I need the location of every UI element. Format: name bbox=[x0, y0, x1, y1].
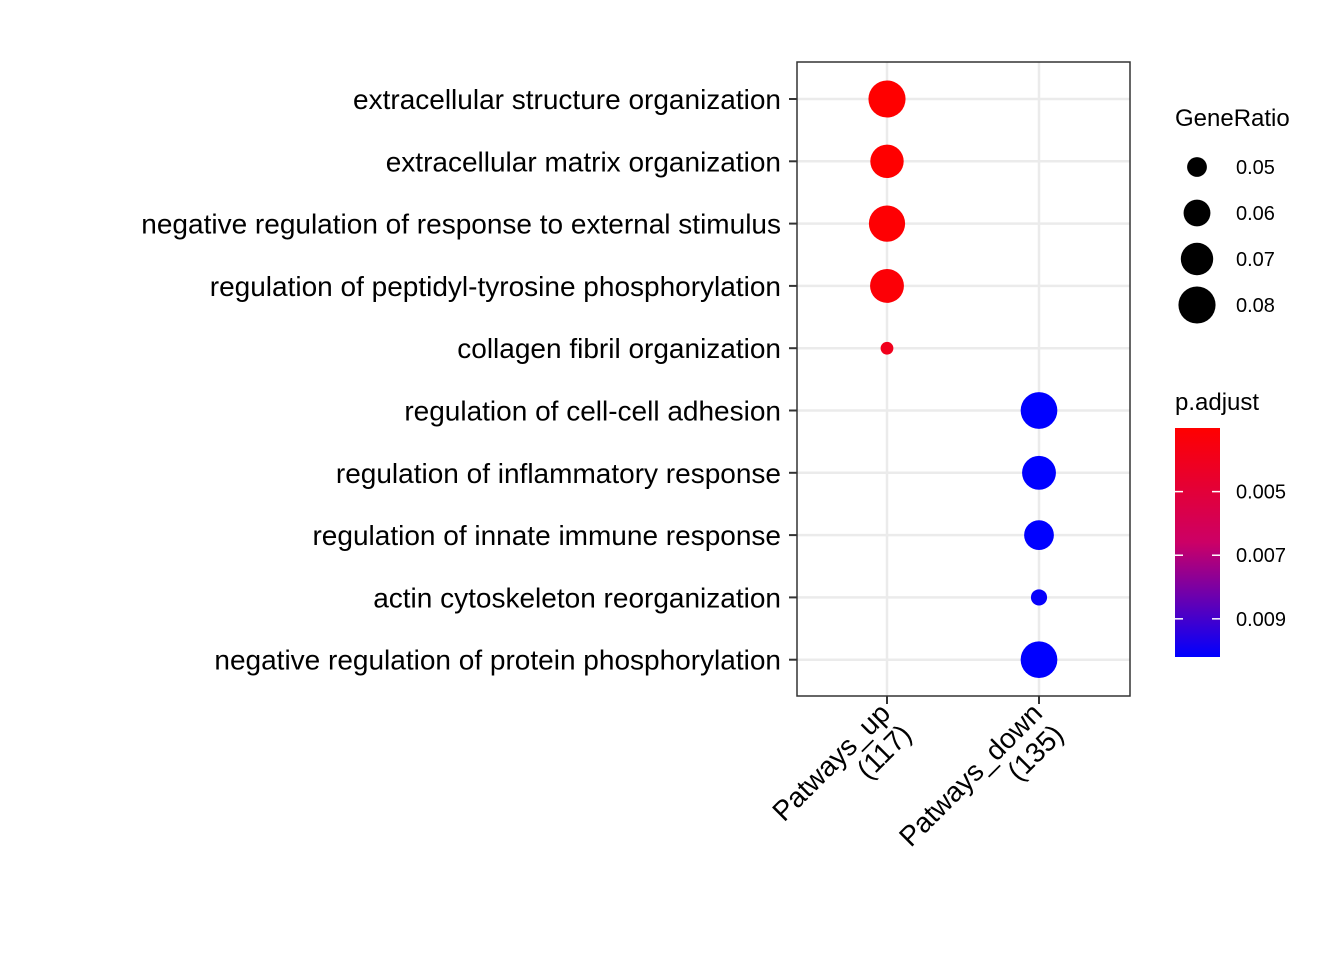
data-point bbox=[1024, 520, 1054, 550]
y-tick-label: collagen fibril organization bbox=[457, 333, 781, 364]
x-tick-label: Patways_up(117) bbox=[766, 697, 917, 827]
size-legend-key bbox=[1180, 242, 1214, 276]
color-bar bbox=[1175, 428, 1220, 657]
size-legend-title: GeneRatio bbox=[1175, 105, 1290, 132]
data-point bbox=[880, 341, 894, 355]
y-tick-label: negative regulation of response to exter… bbox=[141, 209, 781, 240]
x-tick-label: Patways_down(135) bbox=[893, 697, 1069, 852]
y-tick-label: regulation of inflammatory response bbox=[336, 458, 781, 489]
color-legend-title: p.adjust bbox=[1175, 389, 1259, 416]
panel-background bbox=[797, 62, 1130, 696]
y-tick-label: regulation of peptidyl-tyrosine phosphor… bbox=[210, 271, 781, 302]
data-point bbox=[1022, 455, 1056, 490]
panel-border bbox=[796, 61, 1131, 697]
size-legend-key bbox=[1178, 286, 1216, 324]
y-tick-label: regulation of innate immune response bbox=[312, 520, 781, 551]
legend-area: GeneRatio 0.05 0.06 0.07 0.08 p.adjust 0.005 0.… bbox=[1175, 105, 1290, 657]
y-tick-label: actin cytoskeleton reorganization bbox=[373, 582, 781, 613]
data-point bbox=[868, 80, 906, 118]
data-point bbox=[870, 144, 904, 178]
color-legend-label: 0.009 bbox=[1236, 609, 1286, 631]
data-point bbox=[868, 205, 906, 242]
y-tick-label: extracellular structure organization bbox=[353, 84, 781, 115]
data-point bbox=[870, 268, 904, 303]
color-legend-label: 0.005 bbox=[1236, 482, 1286, 504]
size-legend-key bbox=[1187, 157, 1207, 177]
y-tick-label: negative regulation of protein phosphory… bbox=[214, 645, 781, 676]
plot-area: extracellular structure organization extr… bbox=[141, 61, 1131, 852]
size-legend-label: 0.06 bbox=[1236, 203, 1275, 225]
size-legend-label: 0.08 bbox=[1236, 295, 1275, 317]
data-point bbox=[1020, 392, 1058, 429]
color-legend-label: 0.007 bbox=[1236, 545, 1286, 567]
y-tick-label: extracellular matrix organization bbox=[386, 146, 781, 177]
size-legend-key bbox=[1183, 199, 1211, 227]
y-tick-label: regulation of cell-cell adhesion bbox=[404, 396, 781, 427]
data-point bbox=[1020, 641, 1058, 679]
size-legend-label: 0.05 bbox=[1236, 157, 1275, 179]
data-point bbox=[1030, 589, 1048, 606]
size-legend-label: 0.07 bbox=[1236, 249, 1275, 271]
